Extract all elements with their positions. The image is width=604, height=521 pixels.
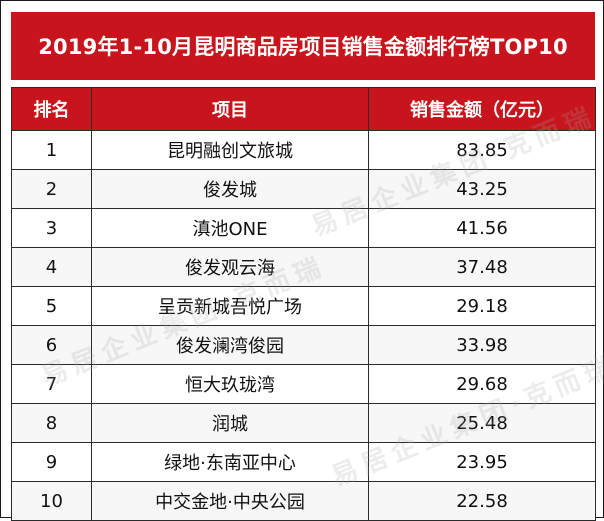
- project-cell: 中交金地·中央公园: [91, 481, 369, 521]
- amount-cell: 83.85: [368, 130, 596, 170]
- amount-cell: 22.58: [368, 481, 596, 521]
- amount-cell: 29.68: [368, 364, 596, 404]
- amount-cell: 43.25: [368, 169, 596, 209]
- rank-cell: 10: [11, 481, 92, 521]
- table-row: 5 呈贡新城吾悦广场 29.18: [11, 286, 596, 326]
- rank-cell: 3: [11, 208, 92, 248]
- project-cell: 呈贡新城吾悦广场: [91, 286, 369, 326]
- rank-cell: 9: [11, 442, 92, 482]
- header-amount: 销售金额（亿元）: [368, 87, 596, 131]
- rank-cell: 4: [11, 247, 92, 287]
- project-cell: 俊发城: [91, 169, 369, 209]
- rank-cell: 5: [11, 286, 92, 326]
- table-row: 9 绿地·东南亚中心 23.95: [11, 442, 596, 482]
- project-cell: 润城: [91, 403, 369, 443]
- header-rank: 排名: [11, 87, 92, 131]
- ranking-table: 排名 项目 销售金额（亿元） 1 昆明融创文旅城 83.85 2 俊发城 43.…: [11, 87, 596, 521]
- rank-cell: 8: [11, 403, 92, 443]
- project-cell: 滇池ONE: [91, 208, 369, 248]
- amount-cell: 41.56: [368, 208, 596, 248]
- table-row: 3 滇池ONE 41.56: [11, 208, 596, 248]
- amount-cell: 23.95: [368, 442, 596, 482]
- amount-cell: 33.98: [368, 325, 596, 365]
- project-cell: 俊发澜湾俊园: [91, 325, 369, 365]
- rank-cell: 7: [11, 364, 92, 404]
- rank-cell: 6: [11, 325, 92, 365]
- table-row: 7 恒大玖珑湾 29.68: [11, 364, 596, 404]
- rank-cell: 1: [11, 130, 92, 170]
- page-title: 2019年1-10月昆明商品房项目销售金额排行榜TOP10: [11, 12, 595, 80]
- amount-cell: 37.48: [368, 247, 596, 287]
- project-cell: 俊发观云海: [91, 247, 369, 287]
- table-row: 2 俊发城 43.25: [11, 169, 596, 209]
- table-row: 10 中交金地·中央公园 22.58: [11, 481, 596, 521]
- header-row: 排名 项目 销售金额（亿元）: [11, 87, 596, 131]
- rank-cell: 2: [11, 169, 92, 209]
- project-cell: 恒大玖珑湾: [91, 364, 369, 404]
- amount-cell: 29.18: [368, 286, 596, 326]
- project-cell: 绿地·东南亚中心: [91, 442, 369, 482]
- table-row: 4 俊发观云海 37.48: [11, 247, 596, 287]
- table-row: 6 俊发澜湾俊园 33.98: [11, 325, 596, 365]
- project-cell: 昆明融创文旅城: [91, 130, 369, 170]
- table-row: 1 昆明融创文旅城 83.85: [11, 130, 596, 170]
- header-project: 项目: [91, 87, 369, 131]
- amount-cell: 25.48: [368, 403, 596, 443]
- table-row: 8 润城 25.48: [11, 403, 596, 443]
